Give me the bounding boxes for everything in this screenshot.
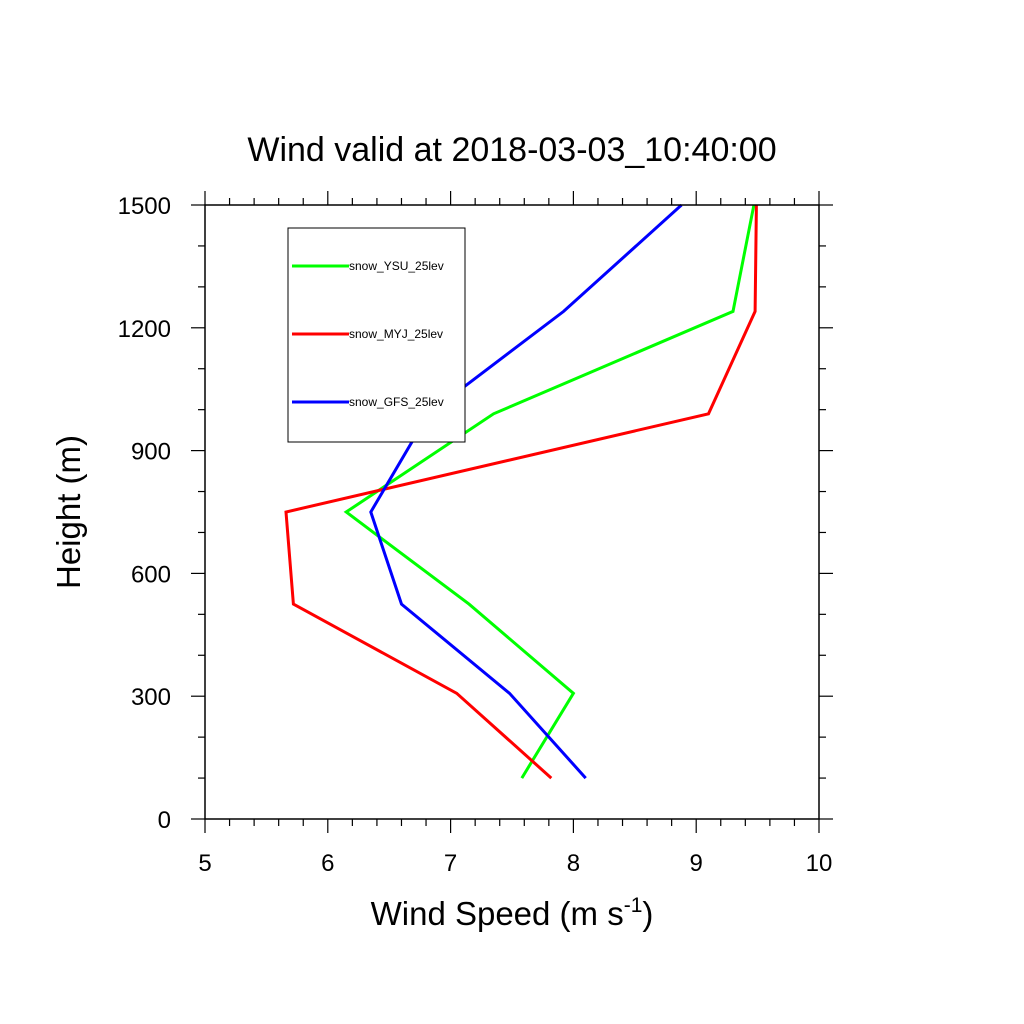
series-line	[284, 204, 758, 780]
legend-label: snow_MYJ_25lev	[349, 327, 443, 341]
y-tick-label: 900	[131, 439, 171, 466]
y-tick-label: 300	[131, 684, 171, 711]
axis-ticks	[191, 191, 833, 833]
x-tick-label: 9	[690, 850, 703, 877]
series-lines	[284, 203, 758, 780]
tick-labels: 5 6 7 8 9 10 0 300 600 900 1200 1500	[118, 193, 833, 877]
x-tick-label: 5	[198, 850, 211, 877]
x-axis-label-suffix: )	[642, 895, 653, 932]
series-line	[343, 204, 756, 779]
y-tick-label: 600	[131, 561, 171, 588]
y-tick-label: 1500	[118, 193, 171, 220]
x-tick-label: 6	[321, 850, 334, 877]
x-axis-label: Wind Speed (m s-1)	[371, 894, 654, 932]
legend-items: snow_YSU_25lev snow_MYJ_25lev snow_GFS_25l…	[292, 259, 444, 409]
x-axis-label-superscript: -1	[624, 894, 643, 917]
y-tick-label: 1200	[118, 316, 171, 343]
x-tick-label: 8	[567, 850, 580, 877]
y-tick-label: 0	[158, 807, 171, 834]
plot-frame	[204, 204, 820, 820]
series-line	[369, 203, 683, 780]
legend: snow_YSU_25lev snow_MYJ_25lev snow_GFS_25l…	[287, 227, 466, 443]
legend-label: snow_YSU_25lev	[349, 259, 444, 273]
legend-label: snow_GFS_25lev	[349, 395, 444, 409]
chart-title: Wind valid at 2018-03-03_10:40:00	[247, 131, 776, 169]
y-axis-label: Height (m)	[50, 435, 87, 589]
x-tick-label: 10	[806, 850, 833, 877]
x-tick-label: 7	[444, 850, 457, 877]
